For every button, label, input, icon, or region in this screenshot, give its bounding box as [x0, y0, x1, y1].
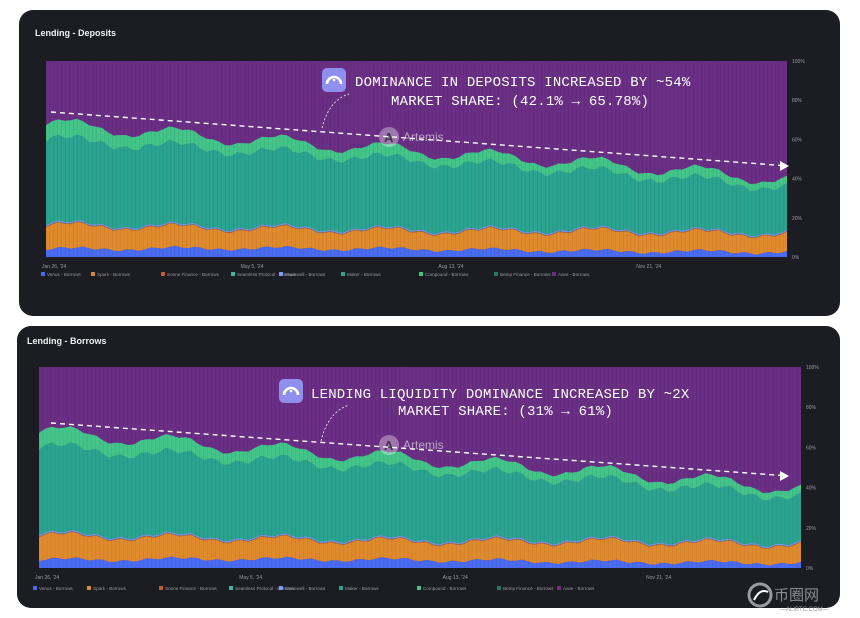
- annotation-logo-icon: [279, 379, 303, 403]
- borrows-panel: Lending - Borrows 100% 80% 60% 40% 20% 0% Jan …: [17, 326, 840, 608]
- legend-swatch: [341, 272, 345, 276]
- legend-label: Moonwell - Borrows: [285, 272, 326, 277]
- legend-label: Bemp Finance - Borrows: [503, 586, 554, 591]
- annotation-connector: [321, 93, 350, 129]
- legend-swatch: [41, 272, 45, 276]
- series-venus-borrows: [39, 556, 801, 568]
- artemis-icon-letter: A: [384, 438, 394, 453]
- annotation-line-2: MARKET SHARE: (31% → 61%): [398, 404, 613, 420]
- y-tick-label: 40%: [792, 177, 803, 183]
- legend-label: Venus - Borrows: [47, 272, 81, 277]
- legend-swatch: [557, 586, 561, 590]
- legend-swatch: [279, 272, 283, 276]
- footer-brand: 币圈网: [774, 586, 819, 604]
- legend-label: Moonwell - Borrows: [285, 586, 326, 591]
- legend-label: Spark - Borrows: [93, 586, 127, 591]
- legend-label: Maker - Borrows: [347, 272, 381, 277]
- legend-swatch: [339, 586, 343, 590]
- legend-label: Venus - Borrows: [39, 586, 73, 591]
- x-tick-label: Aug 13, '24: [443, 575, 468, 581]
- annotation-line-2: MARKET SHARE: (42.1% → 65.78%): [391, 94, 649, 110]
- annotation-logo-icon: [322, 68, 346, 92]
- y-tick-label: 0%: [806, 566, 814, 572]
- legend-label: Seamless Protocol - Borrows: [235, 586, 295, 591]
- artemis-icon: [379, 127, 399, 147]
- trend-arrow-head: [780, 161, 789, 171]
- artemis-watermark: A Artemis: [379, 127, 444, 147]
- panel-title: Lending - Borrows: [27, 336, 107, 346]
- legend-swatch: [87, 586, 91, 590]
- artemis-icon: [379, 435, 399, 455]
- series-spark-borrows: [39, 532, 801, 566]
- y-tick-label: 20%: [806, 526, 817, 532]
- y-tick-label: 100%: [792, 59, 805, 65]
- annotation-logo-dot: [289, 389, 293, 393]
- legend-swatch: [279, 586, 283, 590]
- footer-url: —ALIBTC.COM—: [780, 607, 829, 613]
- legend-label: Maker - Borrows: [345, 586, 379, 591]
- legend-label: Spark - Borrows: [97, 272, 131, 277]
- annotation-line-1: LENDING LIQUIDITY DOMINANCE INCREASED BY…: [311, 387, 690, 403]
- x-tick-label: Aug 13, '24: [438, 264, 463, 270]
- legend-label: Aave - Borrows: [558, 272, 590, 277]
- artemis-icon-letter: A: [384, 130, 394, 145]
- series-maker-borrows: [46, 134, 787, 237]
- y-tick-label: 40%: [806, 486, 817, 492]
- panel-title: Lending - Deposits: [35, 28, 116, 38]
- legend-label: Bemp Finance - Borrows: [500, 272, 551, 277]
- legend-swatch: [417, 586, 421, 590]
- annotation-logo-arc: [282, 386, 300, 396]
- annotation-line-1: DOMINANCE IN DEPOSITS INCREASED BY ~54%: [355, 75, 691, 91]
- legend-label: Seamless Protocol - Borrows: [237, 272, 297, 277]
- y-tick-label: 60%: [806, 445, 817, 451]
- legend-swatch: [161, 272, 165, 276]
- legend-swatch: [33, 586, 37, 590]
- borrows-chart: 100% 80% 60% 40% 20% 0% Jan 26, '24 May 5, '24 A…: [33, 365, 819, 591]
- x-tick-label: May 5, '24: [239, 575, 262, 581]
- series-compound-borrows: [39, 426, 801, 501]
- x-tick-label: Nov 21, '24: [646, 575, 671, 581]
- legend-swatch: [497, 586, 501, 590]
- legend-swatch: [91, 272, 95, 276]
- annotation-logo-arc: [325, 75, 343, 85]
- annotation-logo-dot: [332, 78, 336, 82]
- footer-logo: 币圈网 —ALIBTC.COM—: [747, 582, 829, 613]
- y-tick-label: 80%: [792, 98, 803, 104]
- series-spark-borrows: [46, 222, 787, 255]
- x-tick-label: May 5, '24: [241, 264, 264, 270]
- legend-swatch: [552, 272, 556, 276]
- legend-swatch: [231, 272, 235, 276]
- deposits-chart: 100% 80% 60% 40% 20% 0% Jan 26, '24 May 5, '24 A…: [41, 59, 805, 277]
- y-tick-label: 20%: [792, 216, 803, 222]
- legend-label: Compound - Borrows: [425, 272, 469, 277]
- y-tick-label: 60%: [792, 137, 803, 143]
- legend-label: Sonne Finance - Borrows: [165, 586, 218, 591]
- legend-label: Sonne Finance - Borrows: [167, 272, 220, 277]
- deposits-panel: Lending - Deposits 100% 80% 60% 40% 20% 0% Jan…: [19, 10, 840, 316]
- x-tick-label: Jan 26, '24: [35, 575, 60, 581]
- x-tick-label: Jan 26, '24: [42, 264, 67, 270]
- trend-arrow-head: [780, 471, 789, 481]
- series-maker-borrows: [39, 442, 801, 547]
- legend-swatch: [159, 586, 163, 590]
- trend-arrow-line: [50, 111, 782, 167]
- legend-label: Compound - Borrows: [423, 586, 467, 591]
- y-tick-label: 100%: [806, 365, 819, 371]
- trend-arrow-line: [50, 422, 782, 477]
- footer-logo-icon: [747, 582, 773, 608]
- y-tick-label: 0%: [792, 255, 800, 261]
- legend-swatch: [229, 586, 233, 590]
- annotation-connector: [320, 404, 350, 442]
- legend-swatch: [419, 272, 423, 276]
- y-tick-label: 80%: [806, 405, 817, 411]
- series-venus-borrows: [46, 245, 787, 257]
- watermark-text: Artemis: [403, 130, 444, 144]
- series-compound-borrows: [46, 118, 787, 192]
- x-tick-label: Nov 21, '24: [636, 264, 661, 270]
- legend-swatch: [494, 272, 498, 276]
- legend-label: Aave - Borrows: [563, 586, 595, 591]
